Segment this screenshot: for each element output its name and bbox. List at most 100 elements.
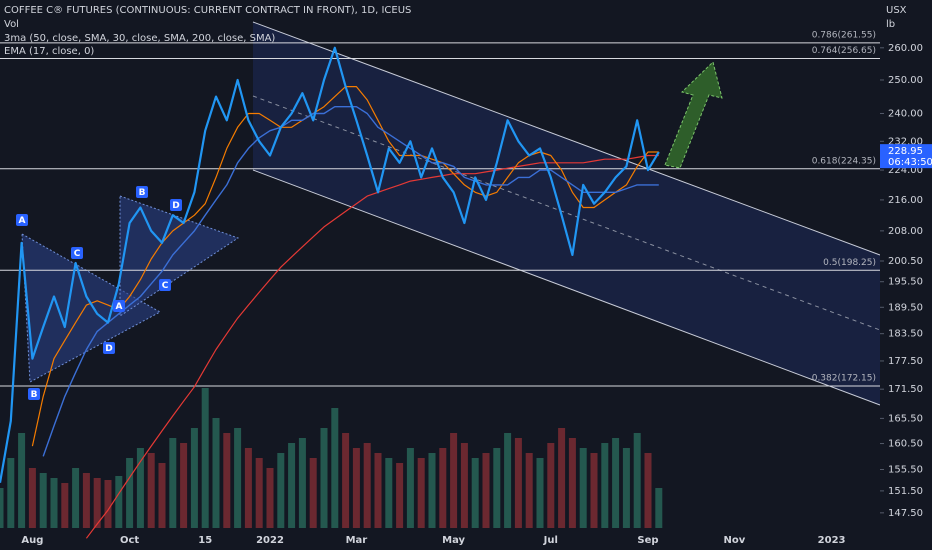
volume-bar — [655, 488, 663, 528]
volume-bar — [104, 480, 112, 528]
y-tick-label: 195.50 — [888, 277, 923, 288]
volume-bar — [72, 468, 80, 528]
y-tick-label: 160.50 — [888, 439, 923, 450]
x-tick-label: 2022 — [256, 535, 284, 546]
annotation-label: C — [162, 281, 169, 291]
volume-bar — [536, 458, 544, 528]
volume-bar — [234, 428, 242, 528]
volume-bar — [558, 428, 566, 528]
x-tick-label: Sep — [637, 535, 658, 546]
annotation-label: D — [105, 344, 112, 354]
volume-bar — [255, 458, 263, 528]
volume-bar — [590, 453, 598, 528]
volume-bar — [342, 433, 350, 528]
last-price-label: 228.95 — [888, 146, 923, 157]
volume-bar — [417, 458, 425, 528]
volume-bar — [7, 458, 15, 528]
annotation-badge — [136, 186, 148, 198]
countdown-label: 06:43:50 — [888, 157, 932, 168]
y-tick-label: 155.50 — [888, 465, 923, 476]
y-tick-label: 216.00 — [888, 195, 923, 206]
annotation-badge — [71, 247, 83, 259]
y-tick-label: 189.50 — [888, 302, 923, 313]
y-tick-label: 224.00 — [888, 165, 923, 176]
volume-bar — [320, 428, 328, 528]
volume-bar — [601, 443, 609, 528]
chart-title: COFFEE C® FUTURES (CONTINUOUS: CURRENT C… — [4, 5, 411, 16]
x-tick-label: Jul — [543, 535, 558, 546]
annotation-badge — [113, 300, 125, 312]
x-tick-label: May — [442, 535, 465, 546]
volume-bar — [374, 453, 382, 528]
price-axis — [880, 0, 932, 550]
annotation-label: A — [116, 302, 123, 312]
volume-bar — [147, 453, 155, 528]
volume-bar — [169, 438, 177, 528]
fib-label: 0.618(224.35) — [812, 156, 876, 166]
volume-bar — [309, 458, 317, 528]
volume-bar — [39, 473, 47, 528]
x-tick-label: Nov — [724, 535, 746, 546]
volume-bar — [28, 468, 36, 528]
annotation-badge — [16, 214, 28, 226]
annotation-label: D — [172, 201, 179, 211]
series-line — [85, 154, 659, 539]
volume-bar — [547, 443, 555, 528]
y-tick-label: 171.50 — [888, 384, 923, 395]
volume-bar — [352, 448, 360, 528]
volume-bar — [266, 468, 274, 528]
volume-bar — [622, 448, 630, 528]
volume-bar — [460, 443, 468, 528]
volume-bar — [288, 443, 296, 528]
volume-bar — [450, 433, 458, 528]
volume-bar — [493, 448, 501, 528]
pattern-triangle — [21, 233, 162, 383]
y-tick-label: 260.00 — [888, 43, 923, 54]
volume-bar — [482, 453, 490, 528]
volume-bar — [180, 443, 188, 528]
fib-label: 0.382(172.15) — [812, 374, 876, 384]
volume-bar — [579, 448, 587, 528]
volume-bar — [244, 448, 252, 528]
fib-label: 0.5(198.25) — [823, 258, 876, 268]
x-tick-label: Aug — [21, 535, 43, 546]
volume-bar — [439, 448, 447, 528]
volume-bar — [406, 448, 414, 528]
volume-bar — [428, 453, 436, 528]
x-tick-label: Oct — [120, 535, 139, 546]
legend-line: 3ma (50, close, SMA, 30, close, SMA, 200… — [4, 33, 275, 44]
volume-bar — [633, 433, 641, 528]
volume-bar — [0, 488, 4, 528]
annotation-label: C — [74, 249, 81, 259]
volume-bar — [298, 438, 306, 528]
volume-bar — [514, 438, 522, 528]
channel-upper — [252, 21, 881, 256]
volume-bar — [126, 458, 134, 528]
y-tick-label: 200.50 — [888, 256, 923, 267]
legend-line: Vol — [4, 19, 19, 30]
volume-bar — [201, 388, 209, 528]
volume-bar — [644, 453, 652, 528]
y-tick-label: 183.50 — [888, 329, 923, 340]
volume-bar — [223, 433, 231, 528]
volume-bar — [82, 473, 90, 528]
plot: 0.786(261.55) 0.764(256.65) 0.618(224.35) 0… — [0, 30, 880, 539]
y-tick-label: 232.00 — [888, 136, 923, 147]
y-tick-label: 151.50 — [888, 486, 923, 497]
y-tick-label: 208.00 — [888, 226, 923, 237]
annotation-label: B — [31, 390, 38, 400]
fib-label: 0.786(261.55) — [812, 30, 876, 40]
volume-bar — [61, 483, 69, 528]
drawings — [21, 21, 881, 406]
volume-bar — [190, 428, 198, 528]
annotation-label: A — [19, 216, 26, 226]
volume-bar — [612, 438, 620, 528]
volume-bar — [50, 478, 58, 528]
annotation-badge — [103, 342, 115, 354]
last-price-box — [880, 144, 932, 169]
x-tick-label: 2023 — [818, 535, 846, 546]
y-tick-label: 177.50 — [888, 356, 923, 367]
volume-bar — [331, 408, 339, 528]
series-line — [0, 46, 660, 483]
